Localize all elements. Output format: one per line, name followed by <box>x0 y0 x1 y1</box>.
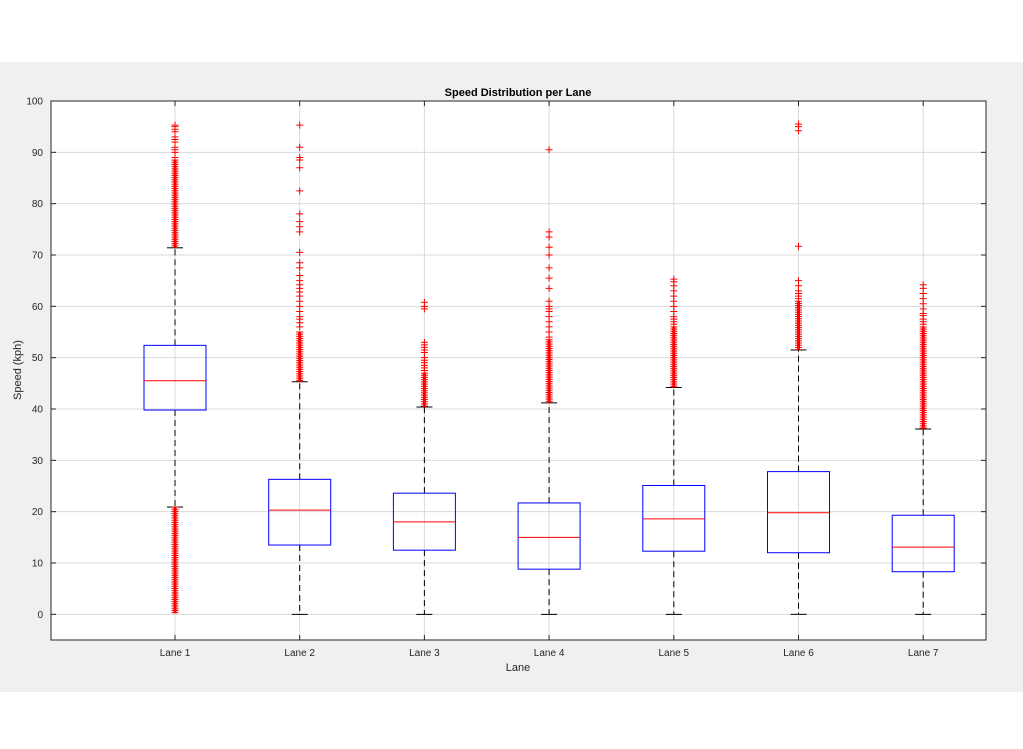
outlier-marker <box>795 242 802 250</box>
y-tick-label: 80 <box>32 199 44 210</box>
y-tick-label: 60 <box>32 302 44 313</box>
outlier-marker <box>296 259 304 267</box>
iqr-box <box>767 471 830 554</box>
y-tick-label: 90 <box>32 148 44 159</box>
y-tick-label: 50 <box>32 353 44 364</box>
x-tick-label: Lane 3 <box>409 648 440 659</box>
x-tick-label: Lane 5 <box>659 648 690 659</box>
outlier-marker <box>795 120 802 128</box>
chart-title: Speed Distribution per Lane <box>445 87 592 99</box>
outlier-marker <box>171 121 179 129</box>
boxplot-chart: 0 10 20 30 40 50 60 70 80 90 100 Lane 1 Lane 2 Lane 3… <box>12 87 987 674</box>
outlier-marker <box>545 274 553 282</box>
y-tick-label: 20 <box>32 507 44 518</box>
outlier-marker <box>545 284 553 292</box>
axes-frame <box>50 100 987 641</box>
y-tick-label: 10 <box>32 559 44 570</box>
y-tick-label: 100 <box>26 97 43 108</box>
x-tick-label: Lane 4 <box>534 648 565 659</box>
y-tick-label: 40 <box>32 405 44 416</box>
outlier-marker <box>296 153 304 161</box>
box-6 <box>767 120 830 615</box>
box-2 <box>268 121 332 615</box>
x-tick-label: Lane 1 <box>160 648 191 659</box>
outlier-marker <box>296 121 304 129</box>
outlier-marker <box>296 164 304 172</box>
outlier-marker <box>296 210 304 218</box>
outlier-marker <box>545 146 553 154</box>
outlier-marker <box>545 228 553 236</box>
outlier-marker <box>795 277 802 285</box>
x-axis-title: Lane <box>506 662 530 674</box>
iqr-box <box>891 514 955 573</box>
outlier-band <box>422 373 426 407</box>
outlier-marker <box>670 275 678 283</box>
outlier-marker <box>296 143 304 151</box>
outlier-marker <box>545 264 553 272</box>
outlier-marker <box>545 297 553 305</box>
outlier-marker <box>420 338 428 346</box>
iqr-box <box>143 344 207 411</box>
outlier-marker <box>919 281 927 289</box>
outlier-marker <box>296 218 304 226</box>
outlier-marker <box>296 248 304 256</box>
outlier-marker <box>296 187 304 195</box>
outlier-marker <box>420 298 428 306</box>
figure-panel: 0 10 20 30 40 50 60 70 80 90 100 Lane 1 Lane 2 Lane 3… <box>0 62 1023 692</box>
box-series <box>143 120 955 615</box>
outlier-band <box>298 332 302 382</box>
y-axis-title: Speed (kph) <box>12 340 24 400</box>
box-5 <box>642 275 706 615</box>
outlier-marker <box>545 251 553 259</box>
y-tick-label: 0 <box>37 610 43 621</box>
outlier-marker <box>296 272 304 280</box>
box-7 <box>891 281 955 615</box>
box-3 <box>392 298 456 615</box>
iqr-box <box>517 502 581 570</box>
axis-ticks: 0 10 20 30 40 50 60 70 80 90 100 Lane 1 Lane 2 Lane 3… <box>26 97 986 659</box>
iqr-box <box>268 478 332 546</box>
outlier-band <box>547 339 551 403</box>
box-4 <box>517 146 581 615</box>
y-tick-label: 30 <box>32 456 44 467</box>
y-tick-label: 70 <box>32 251 44 262</box>
outlier-marker <box>545 243 553 251</box>
box-1 <box>143 121 207 614</box>
iqr-box <box>642 484 706 552</box>
x-tick-label: Lane 6 <box>783 648 814 659</box>
outlier-band <box>672 326 676 388</box>
x-tick-label: Lane 7 <box>908 648 939 659</box>
x-tick-label: Lane 2 <box>284 648 315 659</box>
